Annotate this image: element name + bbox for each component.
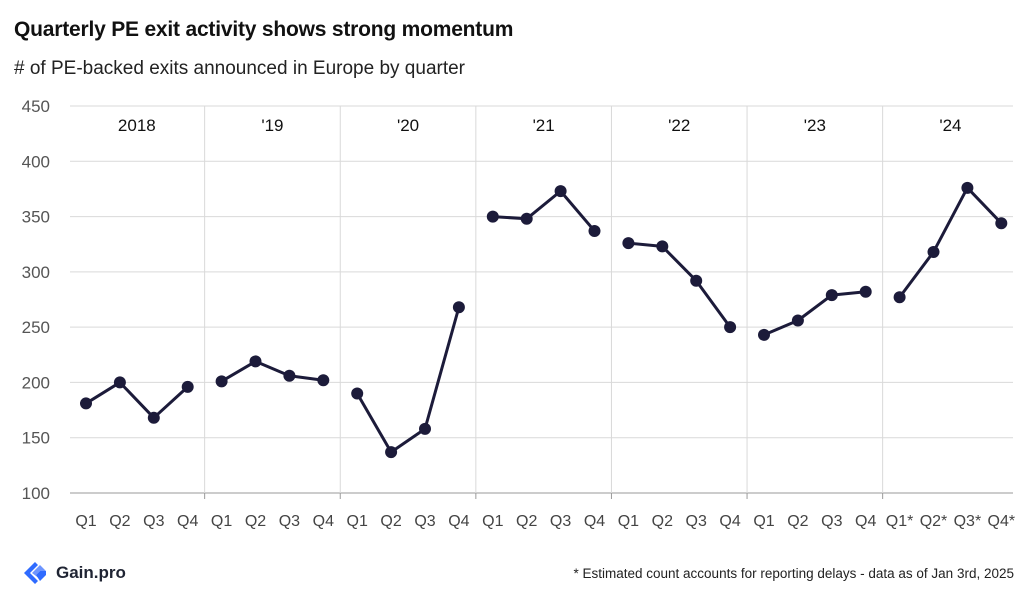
quarter-label: Q2	[109, 513, 130, 530]
brand-logo: Gain.pro	[22, 561, 126, 585]
quarter-label: Q3	[414, 513, 435, 530]
quarter-label: Q4*	[988, 513, 1016, 530]
year-label: '19	[261, 116, 283, 135]
y-tick-label: 200	[22, 373, 50, 392]
series-line-segment	[628, 241, 732, 329]
quarter-label: Q2	[652, 513, 673, 530]
data-point	[419, 422, 431, 435]
data-point	[351, 387, 364, 400]
data-point	[825, 289, 838, 302]
y-tick-label: 250	[22, 318, 50, 337]
data-point	[995, 217, 1008, 230]
data-point	[249, 355, 262, 368]
y-tick-label: 350	[22, 208, 50, 227]
year-label: '20	[397, 116, 419, 135]
quarter-label: Q1	[347, 513, 368, 530]
data-point	[690, 274, 703, 287]
quarter-label: Q1	[618, 513, 639, 530]
data-point	[554, 185, 567, 198]
quarter-label: Q4	[855, 513, 876, 530]
gain-pro-logo-icon	[24, 562, 46, 584]
data-point	[283, 369, 296, 382]
quarter-label: Q3	[279, 513, 300, 530]
year-label: '21	[533, 116, 555, 135]
quarter-label: Q2	[245, 513, 266, 530]
quarter-label: Q1	[211, 513, 232, 530]
series-line-segment	[220, 359, 324, 383]
quarter-label: Q4	[177, 513, 198, 530]
quarter-label: Q4	[448, 513, 469, 530]
quarter-label: Q2*	[920, 513, 948, 530]
grid-layer	[70, 105, 1013, 494]
series-lines	[85, 186, 1003, 454]
year-label: '23	[804, 116, 826, 135]
quarter-label: Q2	[380, 513, 401, 530]
quarter-label: Q3	[821, 513, 842, 530]
year-label: 2018	[118, 116, 156, 135]
y-tick-label: 450	[22, 97, 50, 116]
data-point	[893, 291, 906, 304]
footnote: * Estimated count accounts for reporting…	[573, 566, 1014, 581]
quarter-label: Q1	[482, 513, 503, 530]
data-point	[520, 212, 533, 225]
quarter-label: Q1	[75, 513, 96, 530]
data-point	[452, 301, 465, 314]
quarter-label: Q3	[686, 513, 707, 530]
data-point	[656, 240, 669, 253]
series-line-segment	[355, 306, 461, 454]
year-label: '24	[939, 116, 961, 135]
data-point	[724, 321, 737, 334]
data-point	[791, 314, 804, 327]
quarter-label: Q2	[787, 513, 808, 530]
year-labels: 2018 '19 '20 '21 '22 '23 '24	[118, 116, 962, 135]
year-label: '22	[668, 116, 690, 135]
quarter-label: Q2	[516, 513, 537, 530]
quarter-label: Q3*	[954, 513, 982, 530]
quarter-label: Q4	[719, 513, 740, 530]
y-tick-label: 400	[22, 152, 50, 171]
y-tick-label: 150	[22, 429, 50, 448]
data-point	[215, 375, 228, 388]
chart-title: Quarterly PE exit activity shows strong …	[14, 18, 514, 41]
data-point	[961, 181, 974, 194]
data-point	[147, 411, 160, 424]
series-line-segment	[898, 186, 1003, 299]
y-axis: 100 150 200 250 300 350 400 450	[22, 97, 50, 503]
data-point	[181, 380, 194, 393]
y-tick-label: 300	[22, 263, 50, 282]
quarter-label: Q4	[584, 513, 605, 530]
data-point	[758, 328, 770, 341]
quarter-label: Q1	[753, 513, 774, 530]
series-points	[80, 181, 1008, 459]
series-line-segment	[85, 380, 189, 420]
data-point	[113, 376, 126, 389]
data-point	[385, 446, 398, 459]
data-point	[80, 397, 92, 410]
brand-name: Gain.pro	[56, 563, 126, 582]
quarter-label: Q3	[550, 513, 571, 530]
data-point	[927, 245, 940, 258]
data-point	[622, 237, 635, 250]
quarter-label: Q3	[143, 513, 164, 530]
x-axis: Q1 Q2 Q3 Q4 Q1 Q2 Q3 Q4 Q1 Q2 Q3 Q4 Q1 Q2 Q3 Q4 Q1 Q2 Q3 Q4…	[75, 493, 1015, 530]
data-point	[317, 374, 330, 387]
y-tick-label: 100	[22, 484, 50, 503]
series-line-segment	[763, 290, 866, 337]
data-point	[588, 224, 601, 237]
data-point	[859, 285, 872, 298]
series-line-segment	[492, 189, 596, 232]
chart-subtitle: # of PE-backed exits announced in Europe…	[14, 58, 466, 79]
quarter-label: Q1*	[886, 513, 914, 530]
data-point	[486, 210, 499, 223]
quarter-label: Q4	[313, 513, 334, 530]
